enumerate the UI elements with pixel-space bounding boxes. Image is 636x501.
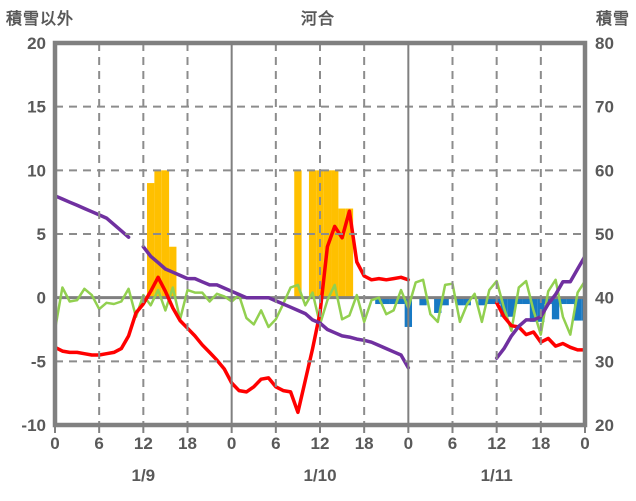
svg-text:15: 15 — [27, 98, 46, 117]
svg-text:0: 0 — [37, 289, 46, 308]
svg-text:30: 30 — [595, 352, 614, 371]
svg-text:6: 6 — [94, 434, 103, 453]
svg-text:18: 18 — [531, 434, 550, 453]
svg-text:-5: -5 — [31, 352, 46, 371]
svg-text:1/9: 1/9 — [132, 466, 156, 485]
svg-text:20: 20 — [595, 416, 614, 435]
svg-text:20: 20 — [27, 34, 46, 53]
svg-text:0: 0 — [50, 434, 59, 453]
svg-text:12: 12 — [134, 434, 153, 453]
svg-text:0: 0 — [404, 434, 413, 453]
svg-text:18: 18 — [178, 434, 197, 453]
svg-text:40: 40 — [595, 289, 614, 308]
svg-text:-10: -10 — [21, 416, 46, 435]
svg-text:60: 60 — [595, 161, 614, 180]
chart-title: 河合 — [300, 11, 335, 28]
svg-text:6: 6 — [271, 434, 280, 453]
svg-text:10: 10 — [27, 161, 46, 180]
svg-text:1/11: 1/11 — [481, 466, 513, 485]
svg-text:1/10: 1/10 — [303, 466, 336, 485]
svg-text:0: 0 — [227, 434, 236, 453]
svg-text:80: 80 — [595, 34, 614, 53]
svg-text:50: 50 — [595, 225, 614, 244]
svg-text:5: 5 — [37, 225, 46, 244]
svg-text:0: 0 — [580, 434, 589, 453]
svg-text:12: 12 — [487, 434, 506, 453]
svg-text:70: 70 — [595, 98, 614, 117]
svg-text:6: 6 — [448, 434, 457, 453]
svg-text:12: 12 — [311, 434, 330, 453]
svg-text:18: 18 — [355, 434, 374, 453]
left-axis-title: 積雪以外 — [6, 11, 75, 28]
right-axis-title: 積雪 — [595, 11, 630, 28]
